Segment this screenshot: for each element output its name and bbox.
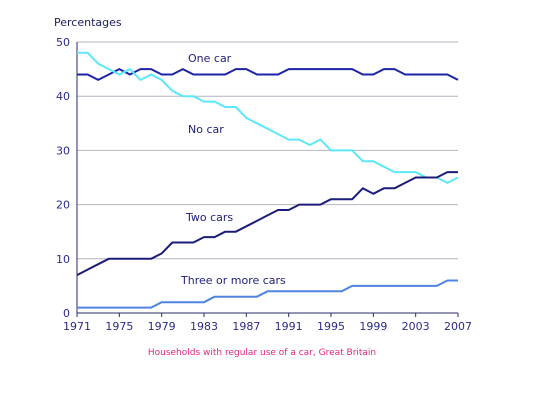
- series-label: One car: [188, 52, 232, 65]
- x-tick-label: 1979: [148, 320, 176, 333]
- x-tick-label: 1995: [317, 320, 345, 333]
- x-tick-label: 1971: [63, 320, 91, 333]
- series-label: Three or more cars: [180, 274, 286, 287]
- chart-caption: Households with regular use of a car, Gr…: [148, 348, 376, 358]
- y-tick-label: 50: [56, 36, 70, 49]
- series-line: [77, 68, 459, 81]
- x-tick-label: 1975: [105, 320, 133, 333]
- x-tick-label: 1983: [190, 320, 218, 333]
- series-label: No car: [188, 123, 224, 136]
- axes: 0 10 20 30 40 50 1971 1975 1979 1983 1987 1991 1995 1…: [56, 36, 472, 333]
- y-tick-label: 30: [56, 144, 70, 157]
- series-line: [76, 171, 458, 276]
- y-tick-label: 40: [56, 90, 70, 103]
- y-tick-label: 10: [56, 253, 70, 266]
- y-tick-label: 20: [56, 199, 70, 212]
- y-axis-label: Percentages: [54, 16, 122, 29]
- series-line: [77, 51, 459, 184]
- x-tick-label: 2003: [402, 320, 430, 333]
- x-tick-label: 1999: [359, 320, 387, 333]
- series-labels: One car No car Two cars Three or more cars: [180, 52, 286, 287]
- series-line: [77, 279, 458, 309]
- x-tick-label: 1991: [275, 320, 303, 333]
- x-tick-label: 1987: [232, 320, 260, 333]
- y-tick-label: 0: [63, 307, 70, 320]
- series-lines: [76, 51, 459, 309]
- series-label: Two cars: [185, 211, 233, 224]
- gridlines: [77, 41, 458, 260]
- x-tick-label: 2007: [444, 320, 472, 333]
